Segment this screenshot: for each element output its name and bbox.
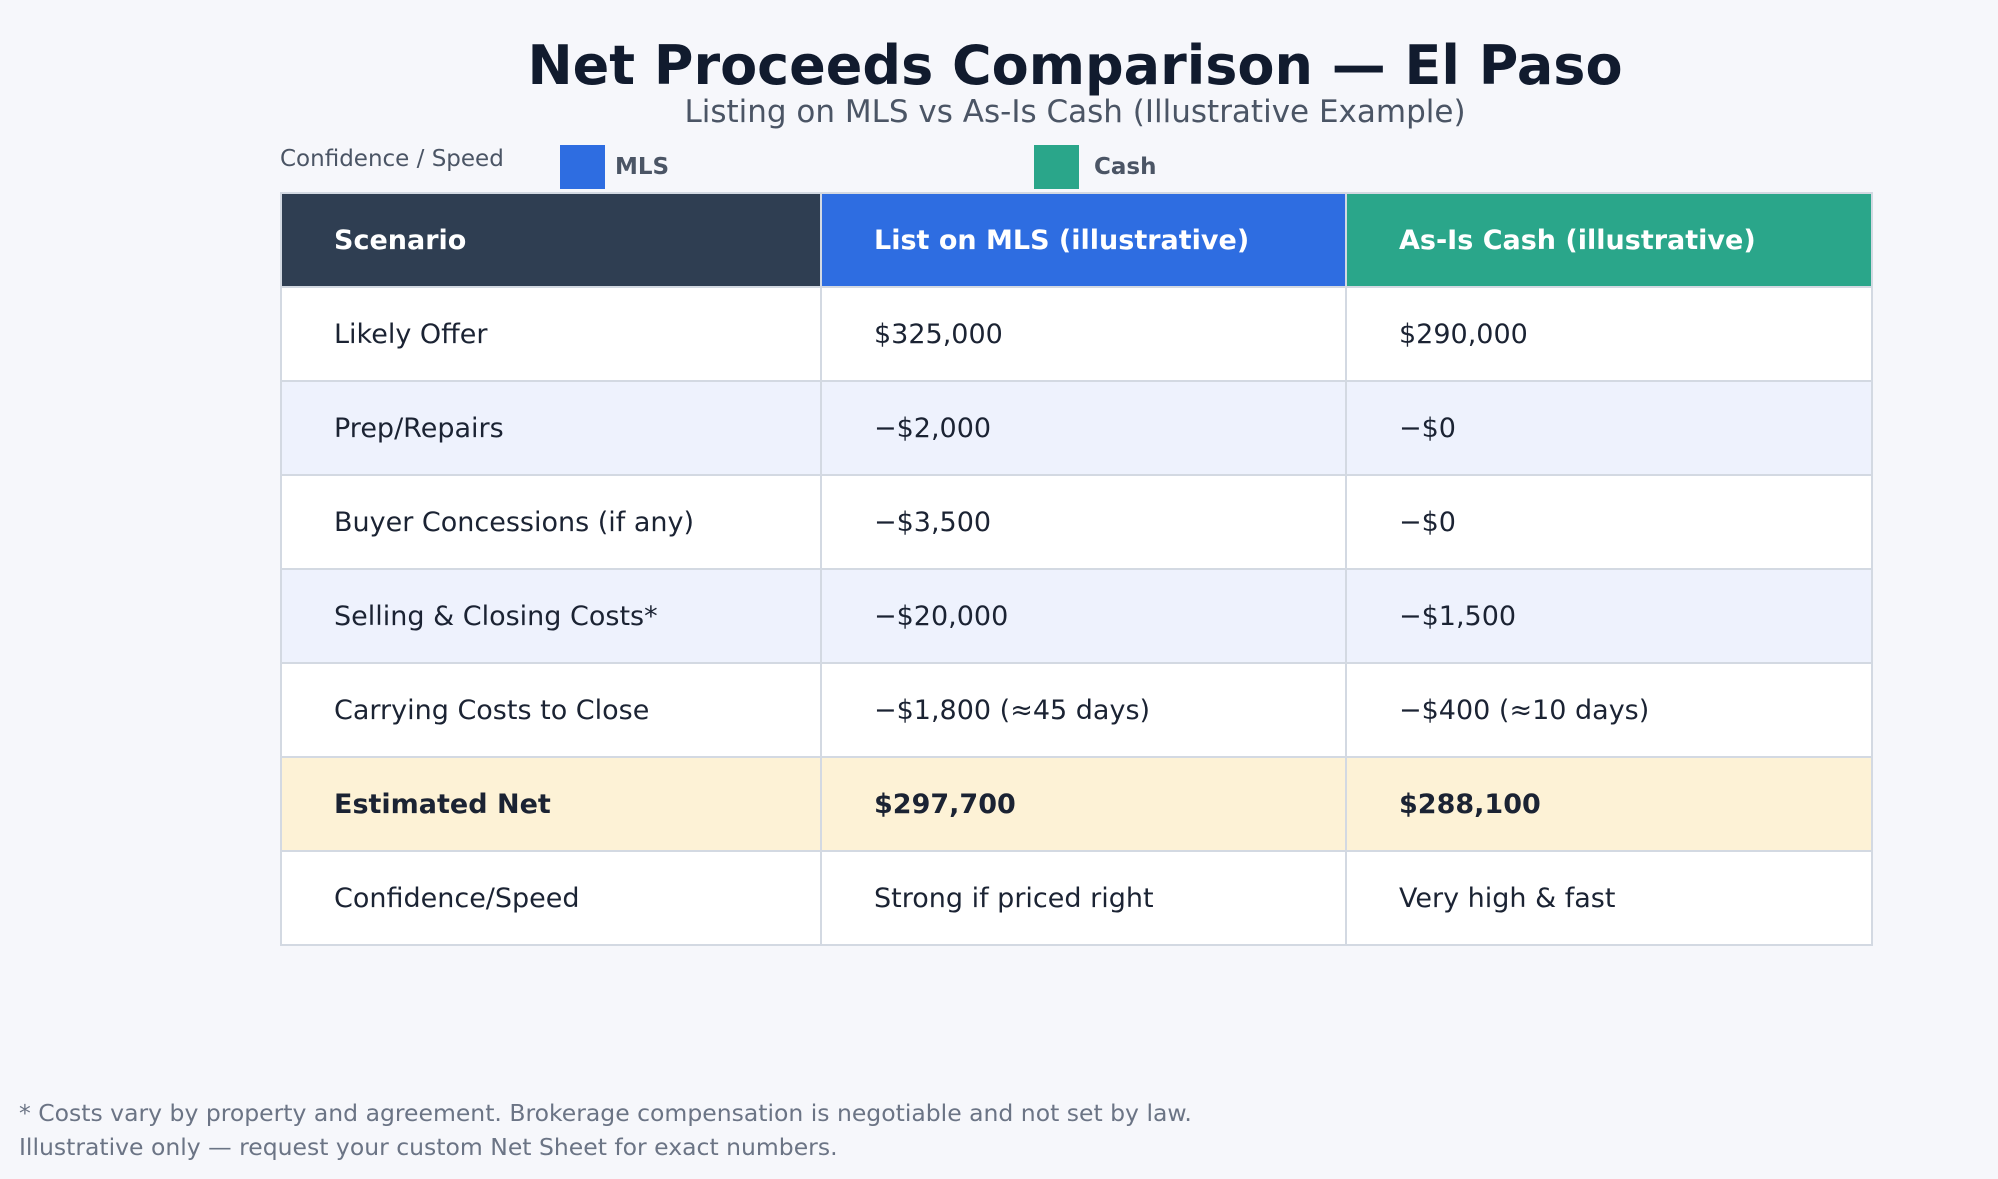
table-row: Prep/Repairs −$2,000 −$0 <box>280 380 1873 476</box>
cell-cash: Very high & fast <box>1345 850 1873 946</box>
cell-mls: −$2,000 <box>820 380 1347 476</box>
header-mls: List on MLS (illustrative) <box>820 192 1347 288</box>
legend-swatch-cash <box>1034 145 1079 189</box>
table-row: Carrying Costs to Close −$1,800 (≈45 day… <box>280 662 1873 758</box>
cell-cash: −$0 <box>1345 380 1873 476</box>
cell-mls: −$3,500 <box>820 474 1347 570</box>
cell-mls: $325,000 <box>820 286 1347 382</box>
cell-cash: $290,000 <box>1345 286 1873 382</box>
table-row: Likely Offer $325,000 $290,000 <box>280 286 1873 382</box>
cell-cash: −$1,500 <box>1345 568 1873 664</box>
cell-label: Buyer Concessions (if any) <box>280 474 822 570</box>
table-row: Confidence/Speed Strong if priced right … <box>280 850 1873 946</box>
cell-label: Estimated Net <box>280 756 822 852</box>
cell-label: Prep/Repairs <box>280 380 822 476</box>
page-subtitle: Listing on MLS vs As-Is Cash (Illustrati… <box>684 94 1466 130</box>
cell-mls: Strong if priced right <box>820 850 1347 946</box>
header-scenario: Scenario <box>280 192 822 288</box>
cell-cash: $288,100 <box>1345 756 1873 852</box>
header-cash: As-Is Cash (illustrative) <box>1345 192 1873 288</box>
page-title: Net Proceeds Comparison — El Paso <box>527 34 1623 97</box>
cell-label: Likely Offer <box>280 286 822 382</box>
cell-mls: −$1,800 (≈45 days) <box>820 662 1347 758</box>
cell-label: Confidence/Speed <box>280 850 822 946</box>
cell-cash: −$400 (≈10 days) <box>1345 662 1873 758</box>
comparison-table: Scenario List on MLS (illustrative) As-I… <box>280 192 1873 946</box>
legend-swatch-mls <box>560 145 605 189</box>
cell-mls: $297,700 <box>820 756 1347 852</box>
legend-label-mls: MLS <box>615 154 670 180</box>
table-row-estimated-net: Estimated Net $297,700 $288,100 <box>280 756 1873 852</box>
cell-label: Carrying Costs to Close <box>280 662 822 758</box>
legend-label: Confidence / Speed <box>280 146 504 172</box>
footnote-illustrative: Illustrative only — request your custom … <box>19 1133 838 1161</box>
table-row: Selling & Closing Costs* −$20,000 −$1,50… <box>280 568 1873 664</box>
legend-label-cash: Cash <box>1094 154 1157 180</box>
cell-mls: −$20,000 <box>820 568 1347 664</box>
cell-cash: −$0 <box>1345 474 1873 570</box>
table-row: Buyer Concessions (if any) −$3,500 −$0 <box>280 474 1873 570</box>
footnote-costs: * Costs vary by property and agreement. … <box>19 1099 1192 1127</box>
table-header-row: Scenario List on MLS (illustrative) As-I… <box>280 192 1873 288</box>
cell-label: Selling & Closing Costs* <box>280 568 822 664</box>
